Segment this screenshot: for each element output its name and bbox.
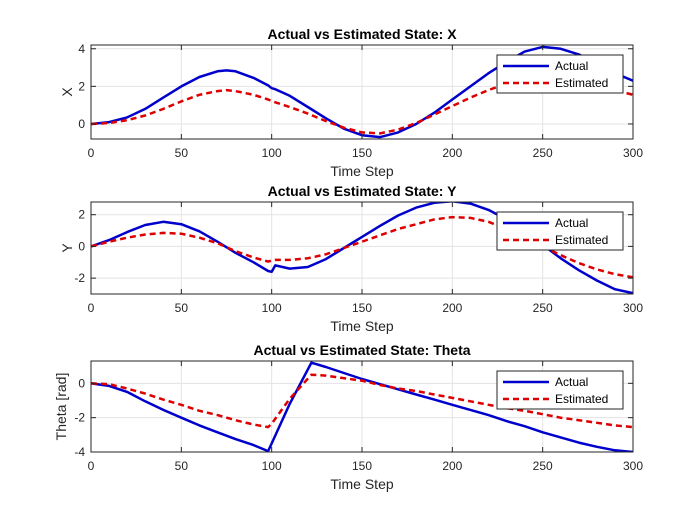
x-tick-label: 100 <box>262 459 282 473</box>
chart-title: Actual vs Estimated State: X <box>267 26 457 42</box>
x-tick-label: 200 <box>442 459 462 473</box>
x-tick-label: 100 <box>262 301 282 315</box>
x-tick-label: 50 <box>175 459 189 473</box>
x-axis-label: Time Step <box>330 318 393 334</box>
x-tick-label: 0 <box>88 146 95 160</box>
x-tick-label: 200 <box>442 301 462 315</box>
y-tick-label: -2 <box>74 411 85 425</box>
series-line-actual <box>91 361 633 452</box>
x-tick-label: 300 <box>623 459 643 473</box>
x-tick-label: 50 <box>175 301 189 315</box>
x-tick-label: 150 <box>352 301 372 315</box>
x-axis-label: Time Step <box>330 163 393 179</box>
x-tick-label: 250 <box>533 301 553 315</box>
x-tick-label: 300 <box>623 146 643 160</box>
x-tick-label: 250 <box>533 459 553 473</box>
x-tick-label: 50 <box>175 146 189 160</box>
y-tick-label: 2 <box>78 208 85 222</box>
legend-label: Actual <box>555 375 588 389</box>
x-tick-label: 200 <box>442 146 462 160</box>
y-tick-label: -2 <box>74 271 85 285</box>
subplot-3: 0 50 100 150 200 250 300 -4 -2 0 Actual vs Estimat… <box>53 342 643 492</box>
legend-label: Estimated <box>555 392 608 406</box>
legend: Actual Estimated <box>496 211 624 251</box>
y-tick-label: 0 <box>78 376 85 390</box>
subplot-1: 0 50 100 150 200 250 300 0 2 4 Actual vs Estimated… <box>59 26 643 179</box>
x-tick-label: 150 <box>352 146 372 160</box>
x-tick-label: 100 <box>262 146 282 160</box>
x-tick-label: 0 <box>88 301 95 315</box>
y-tick-label: 0 <box>78 239 85 253</box>
chart-title: Actual vs Estimated State: Theta <box>253 342 470 358</box>
y-axis-label: X <box>59 87 75 97</box>
legend-box <box>496 54 624 94</box>
subplot-2: 0 50 100 150 200 250 300 -2 0 2 Actual vs Estimate… <box>59 183 643 334</box>
legend-label: Estimated <box>555 76 608 90</box>
legend-label: Actual <box>555 59 588 73</box>
y-axis-label: Y <box>59 243 75 253</box>
x-tick-label: 300 <box>623 301 643 315</box>
x-axis-label: Time Step <box>330 476 393 492</box>
x-tick-label: 0 <box>88 459 95 473</box>
y-tick-label: 2 <box>78 79 85 93</box>
legend: Actual Estimated <box>496 54 624 94</box>
x-tick-label: 250 <box>533 146 553 160</box>
chart-title: Actual vs Estimated State: Y <box>268 183 457 199</box>
series-line-estimated <box>91 373 633 429</box>
legend-box <box>496 370 624 410</box>
y-tick-label: -4 <box>74 445 85 459</box>
legend-label: Estimated <box>555 233 608 247</box>
y-axis-label: Theta [rad] <box>53 373 69 441</box>
x-tick-label: 150 <box>352 459 372 473</box>
legend-box <box>496 211 624 251</box>
legend: Actual Estimated <box>496 370 624 410</box>
y-tick-label: 4 <box>78 42 85 56</box>
y-tick-label: 0 <box>78 117 85 131</box>
legend-label: Actual <box>555 216 588 230</box>
